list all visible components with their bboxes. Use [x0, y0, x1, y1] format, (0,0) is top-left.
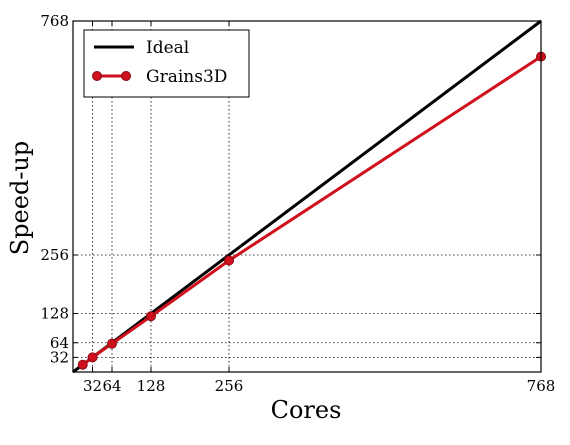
data-point-grains3d-3 — [146, 311, 156, 322]
legend: Ideal Grains3D — [83, 29, 250, 98]
y-axis-title: Speed-up — [6, 141, 34, 256]
legend-label-ideal: Ideal — [146, 38, 189, 58]
plot-frame — [72, 20, 542, 373]
y-tick-label-0: 32 — [50, 348, 69, 366]
x-tick-label-3: 256 — [215, 377, 244, 395]
y-tick-label-2: 128 — [40, 305, 69, 323]
legend-marker-grains3d-left — [92, 71, 102, 81]
series — [72, 19, 546, 374]
y-tick-label-4: 768 — [40, 12, 69, 30]
y-tick-label-3: 256 — [40, 246, 69, 264]
data-point-grains3d-1 — [87, 352, 98, 363]
x-tick-label-1: 64 — [102, 377, 121, 395]
x-tick-label-0: 32 — [83, 377, 102, 395]
x-axis-title: Cores — [271, 396, 342, 424]
legend-marker-grains3d-right — [121, 71, 131, 81]
y-tick-label-1: 64 — [50, 334, 69, 352]
data-point-grains3d-2 — [107, 338, 117, 349]
data-point-grains3d-4 — [224, 255, 234, 266]
legend-label-grains3d: Grains3D — [146, 67, 227, 87]
x-tick-label-4: 768 — [527, 377, 556, 395]
data-point-grains3d-0 — [77, 359, 88, 370]
legend-frame — [83, 29, 250, 98]
x-tick-label-2: 128 — [137, 377, 166, 395]
